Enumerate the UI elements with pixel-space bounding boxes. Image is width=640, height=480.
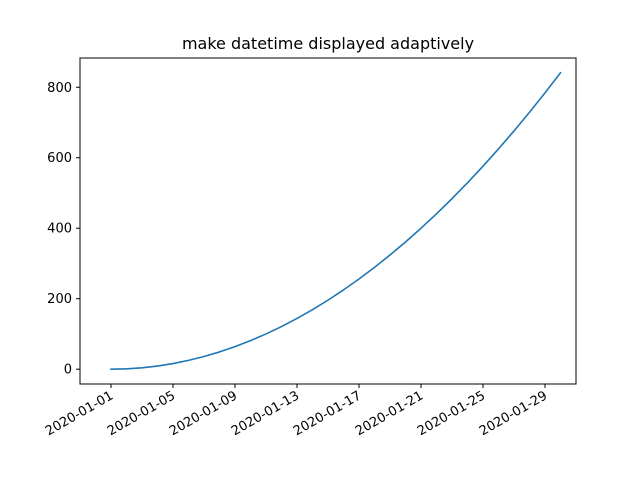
x-tick-label: 2020-01-29 bbox=[477, 388, 550, 439]
x-tick-label: 2020-01-17 bbox=[291, 388, 364, 439]
series-layer bbox=[110, 71, 562, 371]
plot-area-frame bbox=[79, 57, 577, 385]
y-tick-label: 200 bbox=[47, 292, 72, 307]
x-tick-label: 2020-01-21 bbox=[353, 388, 426, 439]
x-axis: 2020-01-012020-01-052020-01-092020-01-13… bbox=[43, 384, 550, 439]
y-tick-label: 800 bbox=[47, 81, 72, 96]
x-tick-label: 2020-01-01 bbox=[43, 388, 116, 439]
x-tick-label: 2020-01-25 bbox=[415, 388, 488, 439]
y-tick-label: 400 bbox=[47, 222, 72, 237]
y-axis: 0 200 400 600 800 bbox=[47, 81, 80, 378]
series-line bbox=[110, 71, 562, 371]
y-tick-label: 0 bbox=[64, 363, 72, 378]
x-tick-label: 2020-01-09 bbox=[167, 388, 240, 439]
chart-title: make datetime displayed adaptively bbox=[182, 34, 474, 53]
x-tick-label: 2020-01-13 bbox=[229, 388, 302, 439]
x-tick-label: 2020-01-05 bbox=[105, 388, 178, 439]
y-tick-label: 600 bbox=[47, 151, 72, 166]
